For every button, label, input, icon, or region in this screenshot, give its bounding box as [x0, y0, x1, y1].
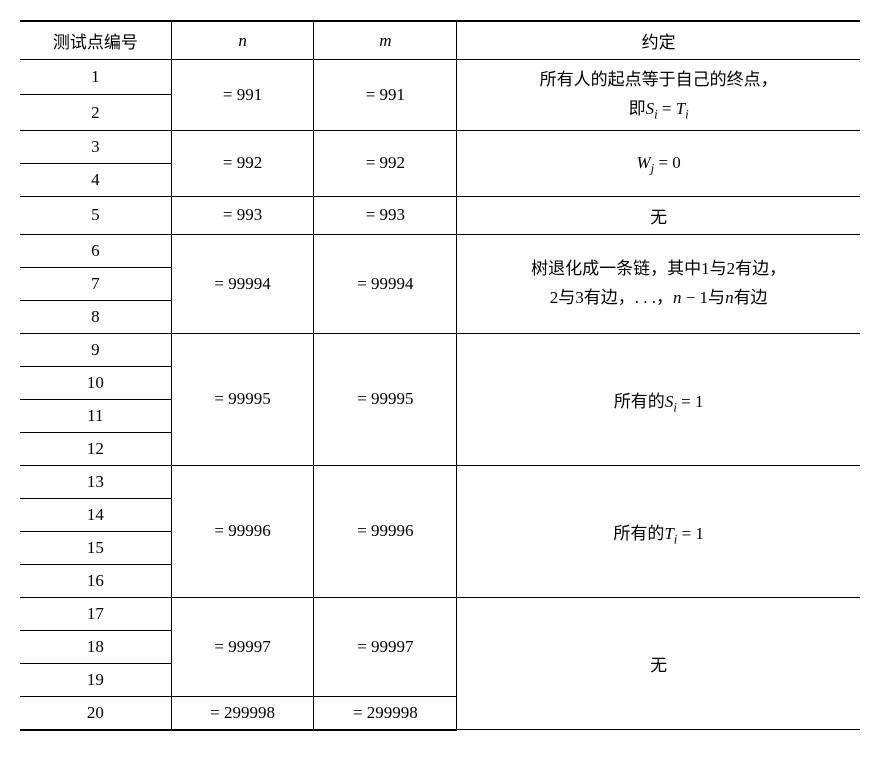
conv-line2: 即Si = Ti [461, 95, 856, 124]
table-row: 6 = 99994 = 99994 树退化成一条链，其中1与2有边， 2与3有边… [20, 234, 860, 267]
row-id: 3 [20, 130, 171, 163]
row-id: 8 [20, 300, 171, 333]
m-cell: = 99995 [314, 333, 457, 465]
m-cell: = 99994 [314, 234, 457, 333]
row-id: 1 [20, 60, 171, 95]
convention-cell: 所有人的起点等于自己的终点， 即Si = Ti [457, 60, 860, 131]
table-row: 5 = 993 = 993 无 [20, 196, 860, 234]
header-convention: 约定 [457, 21, 860, 60]
m-cell: = 99996 [314, 465, 457, 597]
m-cell: = 299998 [314, 696, 457, 730]
table-row: 9 = 99995 = 99995 所有的Si = 1 [20, 333, 860, 366]
m-cell: = 991 [314, 60, 457, 131]
n-cell: = 992 [171, 130, 314, 196]
header-n: n [171, 21, 314, 60]
m-cell: = 993 [314, 196, 457, 234]
convention-cell: 所有的Si = 1 [457, 333, 860, 465]
conv-line1: 树退化成一条链，其中1与2有边， [461, 255, 856, 284]
constraints-table: 测试点编号 n m 约定 1 = 991 = 991 所有人的起点等于自己的终点… [20, 20, 860, 731]
row-id: 12 [20, 432, 171, 465]
row-id: 14 [20, 498, 171, 531]
row-id: 4 [20, 163, 171, 196]
constraints-table-container: 测试点编号 n m 约定 1 = 991 = 991 所有人的起点等于自己的终点… [20, 20, 860, 731]
row-id: 2 [20, 95, 171, 130]
conv-line1: 所有人的起点等于自己的终点， [461, 66, 856, 95]
n-cell: = 991 [171, 60, 314, 131]
row-id: 16 [20, 564, 171, 597]
table-row: 1 = 991 = 991 所有人的起点等于自己的终点， 即Si = Ti [20, 60, 860, 95]
row-id: 9 [20, 333, 171, 366]
n-cell: = 99996 [171, 465, 314, 597]
n-cell: = 99995 [171, 333, 314, 465]
convention-cell: 树退化成一条链，其中1与2有边， 2与3有边，. . .，n − 1与n有边 [457, 234, 860, 333]
row-id: 6 [20, 234, 171, 267]
table-row: 17 = 99997 = 99997 无 [20, 597, 860, 630]
n-cell: = 99994 [171, 234, 314, 333]
n-cell: = 99997 [171, 597, 314, 696]
convention-cell: 无 [457, 196, 860, 234]
m-cell: = 992 [314, 130, 457, 196]
header-testpoint: 测试点编号 [20, 21, 171, 60]
row-id: 17 [20, 597, 171, 630]
convention-cell: 无 [457, 597, 860, 730]
header-row: 测试点编号 n m 约定 [20, 21, 860, 60]
row-id: 15 [20, 531, 171, 564]
row-id: 13 [20, 465, 171, 498]
row-id: 10 [20, 366, 171, 399]
convention-cell: 所有的Ti = 1 [457, 465, 860, 597]
row-id: 11 [20, 399, 171, 432]
conv-line2: 2与3有边，. . .，n − 1与n有边 [461, 284, 856, 313]
row-id: 5 [20, 196, 171, 234]
table-row: 13 = 99996 = 99996 所有的Ti = 1 [20, 465, 860, 498]
row-id: 20 [20, 696, 171, 730]
header-m: m [314, 21, 457, 60]
convention-cell: Wj = 0 [457, 130, 860, 196]
row-id: 19 [20, 663, 171, 696]
n-cell: = 993 [171, 196, 314, 234]
row-id: 18 [20, 630, 171, 663]
m-cell: = 99997 [314, 597, 457, 696]
n-cell: = 299998 [171, 696, 314, 730]
table-row: 3 = 992 = 992 Wj = 0 [20, 130, 860, 163]
row-id: 7 [20, 267, 171, 300]
